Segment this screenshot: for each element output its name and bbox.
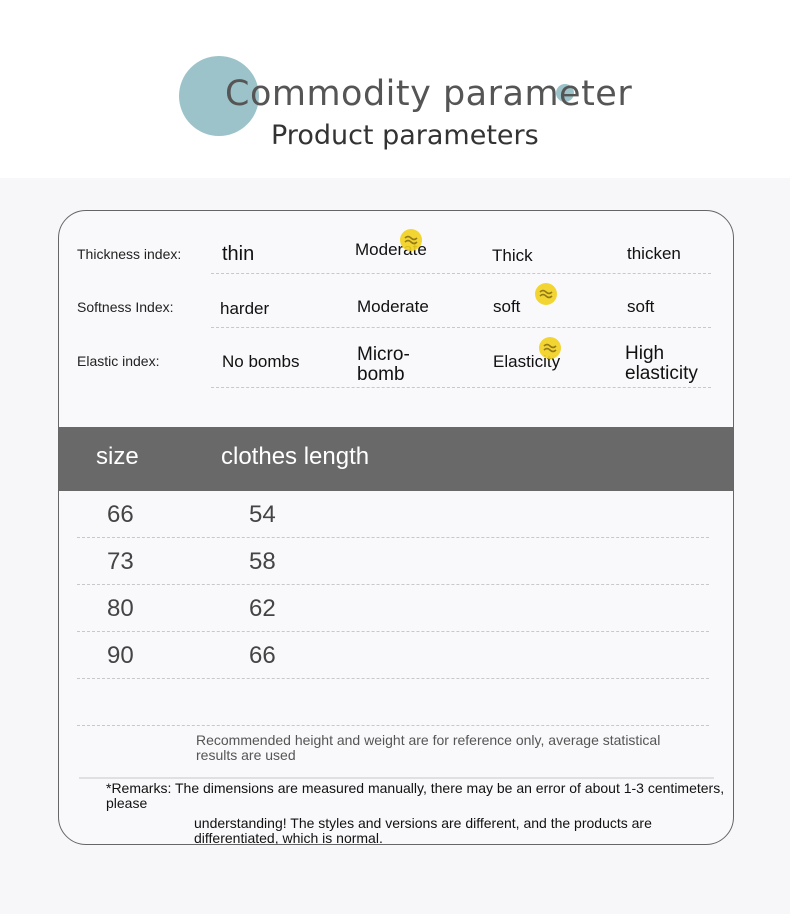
length-cell: 66 xyxy=(249,642,276,669)
recommendation-note: Recommended height and weight are for re… xyxy=(196,732,661,763)
elastic-option: Micro-bomb xyxy=(357,344,410,385)
elastic-label: Elastic index: xyxy=(77,353,160,369)
size-cell: 66 xyxy=(107,501,134,528)
thickness-label: Thickness index: xyxy=(77,246,182,262)
page-subtitle: Product parameters xyxy=(271,120,539,151)
elastic-option: No bombs xyxy=(222,352,300,371)
length-cell: 58 xyxy=(249,548,276,575)
remarks-note-continued: understanding! The styles and versions a… xyxy=(194,815,652,845)
softness-option: soft xyxy=(627,297,655,316)
decorative-dot xyxy=(556,84,574,102)
length-cell: 54 xyxy=(249,501,276,528)
softness-option: soft xyxy=(493,297,521,316)
decorative-circle xyxy=(179,56,259,136)
elastic-option: High elasticity xyxy=(625,343,698,384)
wave-marker-icon xyxy=(539,337,561,359)
size-cell: 90 xyxy=(107,642,134,669)
table-row: 66 54 xyxy=(77,491,709,538)
table-row: 73 58 xyxy=(77,538,709,585)
wave-marker-icon xyxy=(400,229,422,251)
table-row: 80 62 xyxy=(77,585,709,632)
remarks-note: *Remarks: The dimensions are measured ma… xyxy=(106,780,725,811)
parameter-card: Thickness index: thin Moderate Thick thi… xyxy=(58,210,734,845)
divider xyxy=(211,273,711,274)
page-title: Commodity parameter xyxy=(225,74,633,114)
header-section: Commodity parameter Product parameters xyxy=(0,0,790,178)
table-row: 90 66 xyxy=(77,632,709,679)
column-header-length: clothes length xyxy=(221,443,370,470)
thickness-option: Thick xyxy=(492,246,533,265)
column-header-size: size xyxy=(96,443,139,470)
wave-marker-icon xyxy=(535,283,557,305)
size-cell: 80 xyxy=(107,595,134,622)
divider xyxy=(79,777,714,779)
size-table-header: size clothes length xyxy=(59,427,733,491)
softness-option: Moderate xyxy=(357,297,429,316)
length-cell: 62 xyxy=(249,595,276,622)
divider xyxy=(211,327,711,328)
softness-label: Softness Index: xyxy=(77,299,174,315)
table-row-empty xyxy=(77,679,709,726)
size-cell: 73 xyxy=(107,548,134,575)
divider xyxy=(211,387,711,388)
thickness-option: thicken xyxy=(627,244,681,263)
thickness-option: thin xyxy=(222,243,255,265)
softness-option: harder xyxy=(220,299,270,318)
